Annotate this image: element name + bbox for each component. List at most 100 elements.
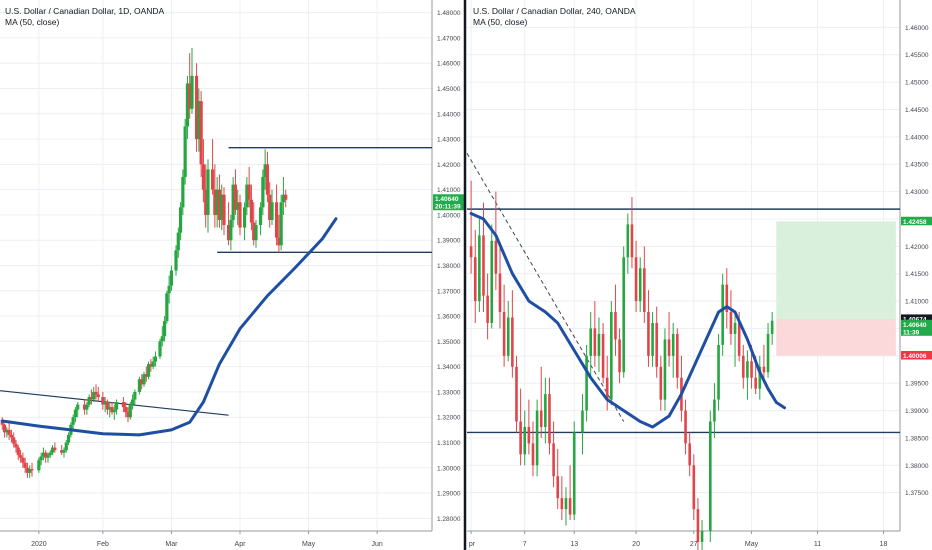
daily-price-tick-label: 1.33000 xyxy=(437,389,461,396)
fourhour-candle-body xyxy=(762,366,766,373)
fourhour-candle-body xyxy=(601,333,605,378)
daily-candle-body xyxy=(89,396,94,400)
daily-candle-body xyxy=(281,194,286,203)
fourhour-candle-body xyxy=(754,377,757,389)
fourhour-candle-body xyxy=(556,476,560,499)
daily-trendline[interactable] xyxy=(0,390,229,416)
fourhour-price-tick-label: 1.45000 xyxy=(905,80,929,87)
fourhour-stop-price-tag-text: 1.40006 xyxy=(903,353,927,360)
fourhour-candle-body xyxy=(585,355,588,411)
daily-time-tick-label: 2020 xyxy=(31,541,47,548)
fourhour-candle-body xyxy=(539,410,543,427)
fourhour-candle-body xyxy=(568,498,572,515)
fourhour-candle-body xyxy=(486,295,489,323)
daily-candle-body xyxy=(277,237,281,246)
daily-candle-body xyxy=(62,450,66,453)
daily-candle-body xyxy=(121,402,126,408)
fourhour-candle-body xyxy=(589,328,593,356)
daily-price-tick-label: 1.32000 xyxy=(437,415,461,422)
fourhour-candle-body xyxy=(729,312,733,334)
daily-candle-body xyxy=(25,467,30,473)
daily-candle-body xyxy=(226,225,231,241)
daily-candle-body xyxy=(268,194,272,220)
fourhour-candle-body xyxy=(469,246,473,258)
fourhour-candle-body xyxy=(593,328,597,356)
fourhour-candle-body xyxy=(581,410,584,433)
daily-candle-body xyxy=(53,447,57,451)
daily-candle-body xyxy=(5,429,9,433)
daily-price-tick-label: 1.37000 xyxy=(437,288,461,295)
daily-last-price-tag-text: 20:11:39 xyxy=(435,204,461,211)
daily-candle-body xyxy=(245,184,249,208)
daily-ma50-line[interactable] xyxy=(0,217,338,437)
daily-candle-body xyxy=(217,189,222,220)
daily-candle-body xyxy=(48,452,52,456)
daily-price-tick-label: 1.35000 xyxy=(437,339,461,346)
daily-candle-body xyxy=(94,391,98,395)
fourhour-candle-body xyxy=(478,235,481,302)
daily-candle-body xyxy=(197,101,201,140)
fourhour-candle-body xyxy=(498,273,502,313)
daily-candle-body xyxy=(140,379,144,385)
daily-time-tick-label: Jun xyxy=(371,541,382,548)
fourhour-candle-body xyxy=(535,410,539,466)
daily-chart-pane[interactable]: 1.28000 1.29000 1.30000 1.31000 1.32000 1.330… xyxy=(0,0,464,548)
fourhour-candle-body xyxy=(737,322,741,356)
daily-candle-body xyxy=(252,222,256,241)
daily-candle-body xyxy=(158,341,162,357)
fourhour-time-tick-label: 20 xyxy=(632,541,640,548)
fourhour-price-tick-label: 1.43500 xyxy=(905,162,929,169)
daily-price-tick-label: 1.31000 xyxy=(437,440,461,447)
fourhour-time-tick-label: pr xyxy=(469,541,476,548)
fourhour-dashed-trendline[interactable] xyxy=(466,153,625,422)
fourhour-candle-body xyxy=(770,320,774,334)
fourhour-candle-body xyxy=(626,224,630,258)
target-zone[interactable] xyxy=(776,221,896,319)
fourhour-price-tick-label: 1.43000 xyxy=(905,189,929,196)
daily-price-tick-label: 1.45000 xyxy=(437,86,461,93)
stop-zone[interactable] xyxy=(776,318,896,356)
fourhour-candle-body xyxy=(494,240,498,274)
daily-candle-body xyxy=(249,199,254,223)
daily-candle-body xyxy=(165,293,169,322)
daily-candle-body xyxy=(181,177,185,208)
fourhour-time-tick-label: 18 xyxy=(880,541,888,548)
fourhour-candle-body xyxy=(597,333,601,356)
fourhour-candle-body xyxy=(531,443,535,466)
fourhour-candle-body xyxy=(659,366,663,400)
fourhour-target-price-tag xyxy=(901,216,932,226)
daily-candle-body xyxy=(50,447,55,453)
fourhour-ma50-line[interactable] xyxy=(469,212,786,429)
daily-candle-body xyxy=(149,364,153,367)
four-hour-chart-pane[interactable]: 1.37500 1.38000 1.38500 1.39000 1.39500 1.400… xyxy=(466,0,932,550)
fourhour-candle-body xyxy=(527,426,531,444)
fourhour-candle-body xyxy=(741,355,745,378)
fourhour-stop-price-tag xyxy=(901,350,932,360)
daily-candle-body xyxy=(229,219,233,241)
fourhour-price-tick-label: 1.39500 xyxy=(905,381,929,388)
daily-candle-body xyxy=(85,404,89,410)
fourhour-candle-body xyxy=(473,257,477,302)
daily-candle-body xyxy=(114,402,119,410)
fourhour-candle-body xyxy=(676,333,679,378)
daily-candle-body xyxy=(201,164,206,190)
fourhour-price-tick-label: 1.44000 xyxy=(905,134,929,141)
fourhour-candle-body xyxy=(482,235,485,296)
daily-candle-body xyxy=(103,402,107,405)
daily-candle-body xyxy=(185,83,190,127)
daily-candle-body xyxy=(30,469,34,471)
daily-candle-body xyxy=(247,184,251,200)
daily-price-tick-label: 1.48000 xyxy=(437,10,461,17)
fourhour-last-price-tag-text: 1.40640 xyxy=(903,322,927,329)
daily-candle-body xyxy=(261,177,265,208)
daily-time-tick-label: Apr xyxy=(235,541,247,548)
fourhour-candle-body xyxy=(618,339,621,373)
fourhour-candle-body xyxy=(634,257,638,302)
fourhour-price-tick-label: 1.37500 xyxy=(905,490,929,497)
daily-candle-body xyxy=(128,404,132,418)
daily-candle-body xyxy=(71,417,75,425)
fourhour-candle-body xyxy=(651,322,654,356)
fourhour-price-tick-label: 1.41500 xyxy=(905,271,929,278)
daily-candle-body xyxy=(87,396,91,405)
